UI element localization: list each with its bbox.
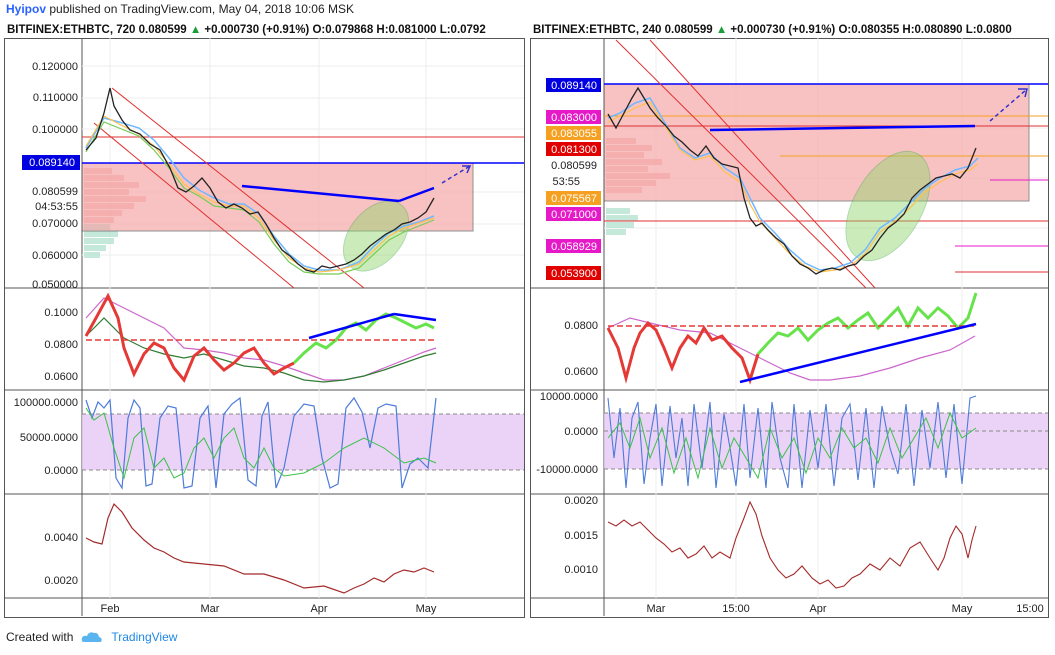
left-osc1-tick-2: 0.0600 [44,371,78,383]
right-level-label: 0.089140 [551,80,597,92]
right-side-label-1: 0.083055 [551,128,597,140]
right-osc3-tick-2: 0.0010 [564,564,598,576]
right-side-label-3: 0.080599 [551,160,597,172]
left-tick-1: 0.110000 [33,92,78,104]
created-with-text: Created with [6,630,74,644]
right-x-tick-0: Mar [647,603,666,615]
right-side-label-6: 0.058929 [551,241,597,253]
right-x-tick-2: Apr [809,603,826,615]
left-tick-4: 0.070000 [32,218,78,230]
left-chart-svg: 0.120000 0.110000 0.100000 0.080599 0.07… [4,38,525,618]
right-chart-title: BITFINEX:ETHBTC, 240 0.080599 ▲ +0.00073… [533,24,1012,36]
left-tick-2: 0.100000 [32,124,78,136]
left-chart-title: BITFINEX:ETHBTC, 720 0.080599 ▲ +0.00073… [7,24,486,36]
left-x-tick-1: Mar [201,603,220,615]
right-osc2-tick-1: 0.0000 [564,426,598,438]
publish-header: Hyipov published on TradingView.com, May… [6,2,354,16]
left-tick-0: 0.120000 [32,61,78,73]
right-osc2-tick-2: -10000.0000 [536,464,598,476]
left-osc2-tick-2: 0.0000 [44,465,78,477]
right-osc3-tick-1: 0.0015 [564,530,598,542]
right-ohlc: O:0.080355 H:0.080890 L:0.0800 [838,24,1012,36]
right-osc3-tick-0: 0.0020 [564,495,598,507]
left-ohlc: O:0.079868 H:0.081000 L:0.0792 [312,24,486,36]
right-change: +0.000730 (+0.91%) [730,24,836,36]
left-tick-5: 0.060000 [32,250,78,262]
left-tick-3: 0.080599 [32,186,78,198]
left-change: +0.000730 (+0.91%) [204,24,310,36]
left-osc2-tick-1: 50000.0000 [20,432,78,444]
right-price: 0.080599 [664,24,713,36]
right-chart-panel[interactable]: BITFINEX:ETHBTC, 240 0.080599 ▲ +0.00073… [530,18,1052,618]
left-osc1-tick-1: 0.0800 [44,339,78,351]
left-chart-panel[interactable]: BITFINEX:ETHBTC, 720 0.080599 ▲ +0.00073… [4,18,526,618]
right-x-tick-3: May [952,603,973,615]
right-symbol: BITFINEX:ETHBTC, 240 [533,24,662,36]
right-side-label-7: 0.053900 [551,268,597,280]
left-x-tick-0: Feb [101,603,120,615]
right-osc1-tick-0: 0.0800 [564,320,598,332]
right-x-tick-4: 15:00 [1016,603,1044,615]
right-countdown: 53:55 [552,176,580,188]
left-x-tick-2: Apr [310,603,327,615]
tradingview-cloud-icon [82,632,103,642]
footer: Created with TradingView [6,630,177,644]
right-side-label-2: 0.081300 [551,144,597,156]
right-side-label-4: 0.075567 [551,193,597,205]
right-osc1-tick-1: 0.0600 [564,366,598,378]
left-x-tick-3: May [416,603,437,615]
right-osc2-tick-0: 10000.0000 [540,391,598,403]
left-level-label: 0.089140 [29,157,75,169]
right-x-tick-1: 15:00 [722,603,750,615]
publish-text: published on TradingView.com, May 04, 20… [46,2,354,16]
left-price: 0.080599 [138,24,187,36]
left-osc3-tick-1: 0.0020 [44,575,78,587]
right-chart-svg: 0.089140 0.083000 0.083055 0.081300 0.08… [530,38,1049,618]
left-osc1-tick-0: 0.1000 [44,307,78,319]
left-tick-6: 0.050000 [32,279,78,291]
right-side-label-0: 0.083000 [551,112,597,124]
left-osc3-tick-0: 0.0040 [44,532,78,544]
left-countdown: 04:53:55 [35,201,78,213]
right-side-label-5: 0.071000 [551,209,597,221]
left-symbol: BITFINEX:ETHBTC, 720 [7,24,136,36]
author-link[interactable]: Hyipov [6,2,47,16]
tradingview-link[interactable]: TradingView [111,630,178,644]
left-osc2-tick-0: 100000.0000 [14,397,78,409]
